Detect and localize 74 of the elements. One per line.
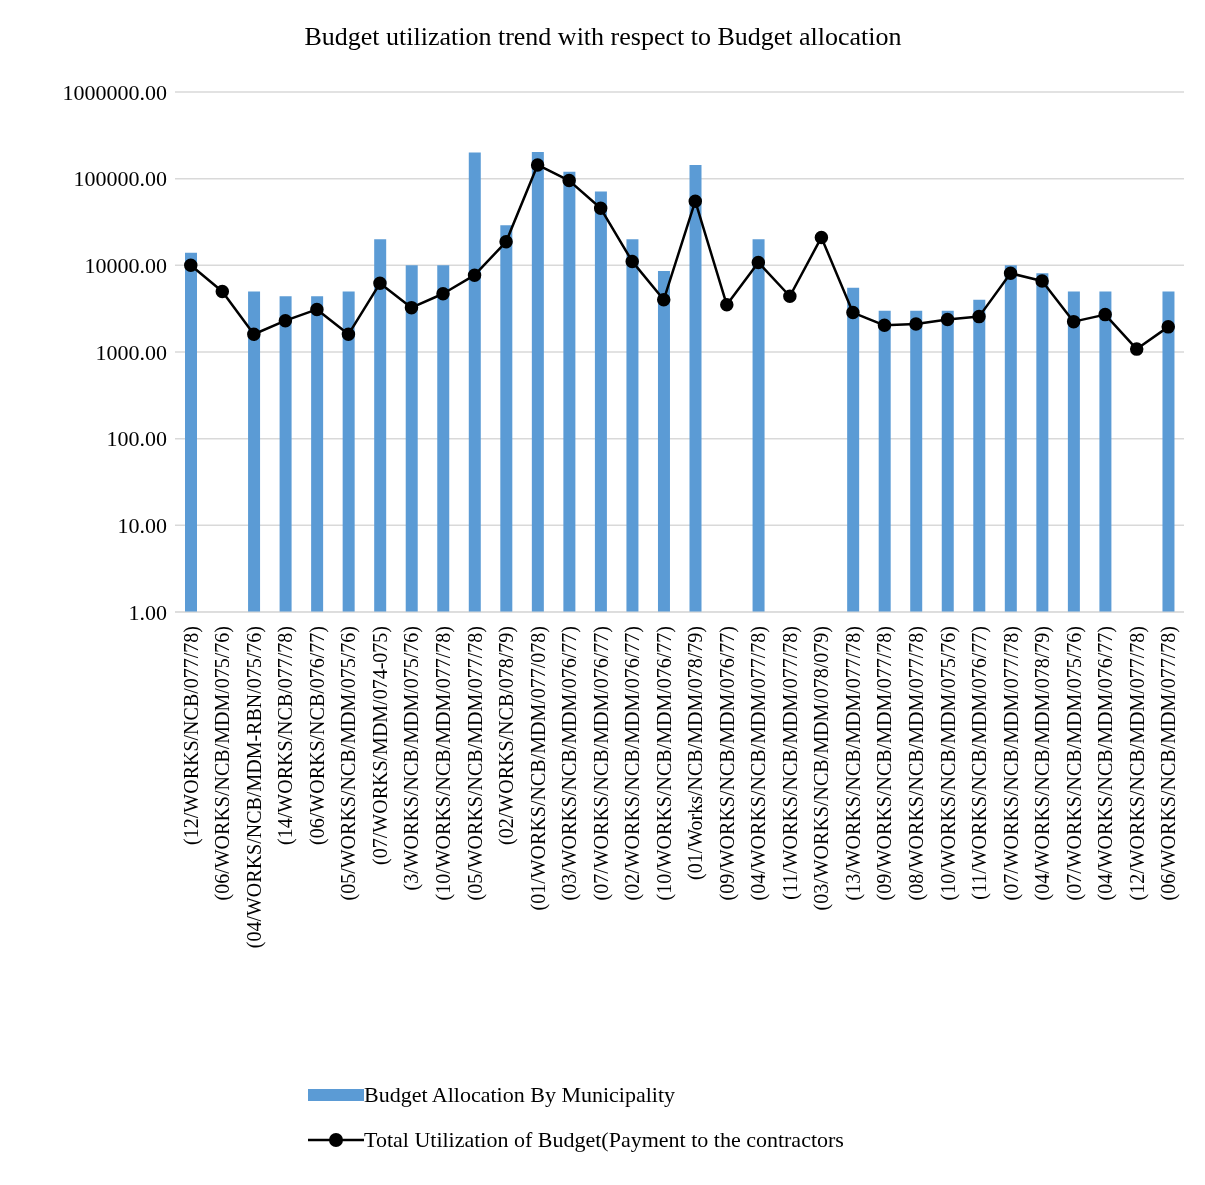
x-tick-label: (11/WORKS/NCB/MDM/077/78) bbox=[778, 626, 802, 900]
point bbox=[341, 327, 356, 342]
x-tick-label: (04/WORKS/NCB/MDM/077/78) bbox=[747, 626, 771, 901]
x-tick-label: (01/WORKS/NCB/MDM/077/078) bbox=[526, 626, 550, 911]
x-tick-label: (01/Works/NCB/MDM/078/79) bbox=[684, 626, 708, 880]
x-tick-label: (06/WORKS/NCB/MDM/077/78) bbox=[1157, 626, 1181, 901]
x-tick-label: (13/WORKS/NCB/MDM/077/78) bbox=[841, 626, 865, 901]
x-tick-label: (06/WORKS/NCB/MDM/075/76) bbox=[211, 626, 235, 901]
point bbox=[688, 194, 703, 208]
x-tick-label: (10/WORKS/NCB/MDM/076/77) bbox=[652, 626, 676, 901]
y-tick-label: 10000.00 bbox=[84, 253, 167, 279]
x-tick-label: (09/WORKS/NCB/MDM/077/78) bbox=[873, 626, 897, 901]
point bbox=[1129, 342, 1144, 356]
x-tick-label: (12/WORKS/NCB/MDM/077/78) bbox=[1125, 626, 1149, 901]
x-tick-label: (05/WORKS/NCB/MDM/075/76) bbox=[337, 626, 361, 901]
x-tick-label: (03/WORKS/NCB/MDM/076/77) bbox=[558, 626, 582, 901]
x-tick-label: (10/WORKS/NCB/MDM/075/76) bbox=[936, 626, 960, 901]
point bbox=[814, 230, 829, 245]
x-tick-label: (12/WORKS/NCB/077/78) bbox=[179, 626, 203, 845]
point bbox=[562, 173, 576, 188]
point bbox=[656, 293, 671, 307]
point bbox=[909, 317, 923, 331]
y-tick-label: 100.00 bbox=[106, 426, 167, 452]
x-tick-label: (10/WORKS/NCB/MDM/077/78) bbox=[432, 626, 456, 901]
y-tick-label: 10.00 bbox=[117, 513, 167, 539]
point bbox=[247, 327, 261, 342]
x-tick-label: (02/WORKS/NCB/078/79) bbox=[495, 626, 519, 845]
x-tick-label: (07/WORKS/NCB/MDM/076/77) bbox=[589, 626, 613, 901]
y-tick-label: 100000.00 bbox=[73, 166, 167, 192]
y-tick-label: 1000000.00 bbox=[62, 79, 167, 105]
point bbox=[625, 254, 639, 269]
point bbox=[373, 276, 387, 291]
y-tick-label: 1.00 bbox=[128, 599, 167, 625]
x-tick-label: (07/WORKS/NCB/MDM/077/78) bbox=[999, 626, 1023, 901]
x-tick-label: (05/WORKS/NCB/MDM/077/78) bbox=[463, 626, 487, 901]
point bbox=[593, 201, 608, 216]
point bbox=[1035, 274, 1049, 288]
point bbox=[184, 258, 198, 273]
x-tick-label: (07/WORKS/MDM/074-075) bbox=[368, 626, 392, 865]
point bbox=[720, 298, 734, 312]
point bbox=[940, 312, 955, 327]
point bbox=[467, 268, 482, 282]
point bbox=[278, 313, 293, 328]
point bbox=[877, 318, 892, 333]
point bbox=[310, 302, 324, 317]
point bbox=[783, 289, 797, 303]
x-tick-label: (07/WORKS/NCB/MDM/075/76) bbox=[1062, 626, 1086, 901]
legend-label: Total Utilization of Budget(Payment to the contractors bbox=[364, 1126, 844, 1153]
point bbox=[972, 309, 986, 324]
point bbox=[499, 235, 513, 249]
point bbox=[1098, 307, 1112, 322]
x-tick-label: (04/WORKS/NCB/MDM/076/77) bbox=[1094, 626, 1118, 901]
point bbox=[1066, 314, 1081, 329]
point bbox=[1003, 266, 1018, 281]
chart-title: Budget utilization trend with respect to Budget allocation bbox=[303, 22, 903, 52]
point bbox=[436, 287, 450, 301]
x-tick-label: (3/WORKS/NCB/MDM/075/76) bbox=[400, 626, 424, 891]
point bbox=[751, 255, 766, 270]
point bbox=[1161, 320, 1175, 334]
x-tick-label: (11/WORKS/NCB/MDM/076/77) bbox=[968, 626, 992, 900]
point bbox=[215, 284, 230, 299]
point bbox=[846, 305, 860, 320]
legend-label: Budget Allocation By Municipality bbox=[364, 1081, 676, 1108]
x-tick-label: (03/WORKS/NCB/MDM/078/079) bbox=[810, 626, 834, 911]
y-tick-label: 1000.00 bbox=[95, 339, 167, 365]
x-tick-label: (09/WORKS/NCB/MDM/076/77) bbox=[715, 626, 739, 901]
x-tick-label: (02/WORKS/NCB/MDM/076/77) bbox=[621, 626, 645, 901]
x-tick-label: (04/WORKS/NCB/MDM-RBN/075/76) bbox=[242, 626, 266, 949]
x-tick-label: (06/WORKS/NCB/076/77) bbox=[305, 626, 329, 845]
x-tick-label: (08/WORKS/NCB/MDM/077/78) bbox=[904, 626, 928, 901]
point bbox=[404, 300, 419, 315]
point bbox=[530, 158, 545, 172]
x-tick-label: (04/WORKS/NCB/MDM/078/79) bbox=[1031, 626, 1055, 901]
x-tick-label: (14/WORKS/NCB/077/78) bbox=[274, 626, 298, 845]
